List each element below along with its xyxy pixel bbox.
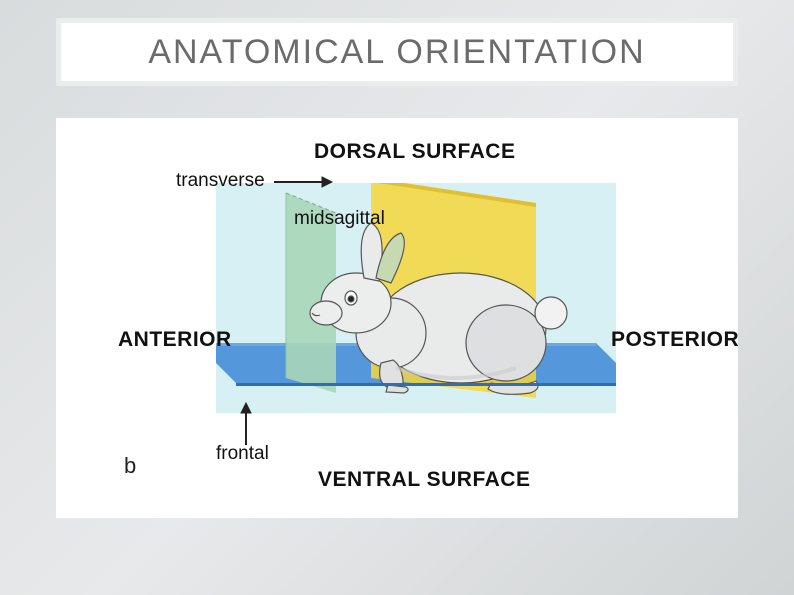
diagram-svg bbox=[216, 183, 616, 413]
label-anterior: ANTERIOR bbox=[118, 328, 232, 352]
panel-letter: b bbox=[124, 453, 136, 479]
label-frontal: frontal bbox=[216, 443, 269, 465]
label-dorsal: DORSAL SURFACE bbox=[314, 140, 515, 164]
page-title: ANATOMICAL ORIENTATION bbox=[148, 33, 645, 72]
label-transverse: transverse bbox=[176, 170, 265, 192]
label-midsagittal: midsagittal bbox=[294, 208, 385, 230]
label-ventral: VENTRAL SURFACE bbox=[318, 468, 530, 492]
anatomical-figure: DORSAL SURFACE transverse midsagittal AN… bbox=[56, 118, 738, 518]
arrow-transverse bbox=[274, 174, 334, 190]
label-posterior: POSTERIOR bbox=[611, 328, 739, 352]
arrow-frontal bbox=[238, 401, 254, 445]
title-box: ANATOMICAL ORIENTATION bbox=[56, 18, 738, 86]
